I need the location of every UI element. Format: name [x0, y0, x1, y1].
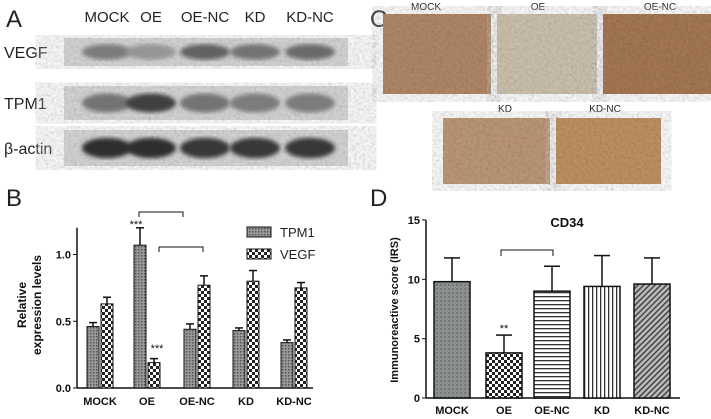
ihc-image — [383, 14, 491, 94]
bar-vegf — [294, 287, 308, 389]
lane-label: KD-NC — [286, 9, 334, 26]
panel-a: A MOCK OE OE-NC KD KD-NC VEGF TPM1 β-actin — [4, 6, 348, 166]
x-tick-label: MOCK — [83, 396, 117, 408]
ihc-image — [556, 118, 661, 184]
y-tick-label: 10 — [408, 274, 420, 286]
y-tick-label: 0.0 — [56, 383, 71, 395]
bar-tpm1 — [183, 328, 197, 389]
panel-label-a: A — [6, 6, 22, 33]
blot-row-label: TPM1 — [4, 96, 47, 113]
blot-row-vegf: VEGF — [4, 38, 348, 66]
bar-tpm1 — [232, 330, 246, 389]
blot-band — [180, 44, 230, 60]
x-tick-label: OE-NC — [534, 405, 570, 417]
panel-label-d: D — [370, 185, 387, 212]
bar-tpm1 — [280, 342, 294, 389]
bar-vegf — [147, 362, 161, 389]
blot-band — [285, 93, 335, 113]
bar-tpm1 — [86, 326, 100, 389]
blot-row-label: VEGF — [4, 45, 48, 62]
chart-d: 0 5 10 15 Immunoreactive score (IRS) CD34 MOCK… — [389, 215, 680, 417]
blot-rows: VEGF TPM1 β-actin — [4, 38, 348, 166]
y-tick-label: 1.0 — [56, 250, 71, 262]
legend-label: VEGF — [280, 247, 315, 262]
y-axis-label-line: expression levels — [30, 255, 44, 355]
lane-label: OE-NC — [181, 9, 230, 26]
blot-row-tpm: TPM1 — [4, 86, 348, 120]
y-tick-label: 0 — [414, 393, 420, 405]
bar-vegf — [100, 303, 114, 389]
legend-label: TPM1 — [280, 225, 315, 240]
blot-band — [285, 44, 335, 60]
x-tick-label: OE — [139, 396, 155, 408]
panel-d: D 0 5 10 15 Immunoreactive score (IRS) CD34 MO… — [370, 185, 680, 417]
blot-row-label: β-actin — [4, 141, 52, 158]
blot-band — [126, 44, 176, 60]
blot-band — [126, 137, 176, 159]
y-tick-label: 15 — [408, 215, 420, 227]
chart-title: CD34 — [550, 215, 584, 230]
x-tick-label: OE-NC — [179, 396, 215, 408]
legend-swatch — [246, 248, 272, 260]
x-tick-label: KD — [594, 405, 610, 417]
y-axis-label-line: Relative — [15, 282, 29, 328]
legend-swatch — [246, 226, 272, 238]
ihc-images: MOCK OE OE-NC KD KD-NC — [383, 2, 711, 184]
ihc-label: MOCK — [411, 2, 441, 13]
x-tick-label: OE — [496, 405, 512, 417]
ihc-label: OE — [531, 2, 546, 13]
blot-band — [82, 93, 132, 113]
bar-oe — [485, 352, 523, 399]
x-tick-label: KD — [238, 396, 254, 408]
ihc-image — [497, 14, 597, 94]
comparison-bracket — [158, 246, 204, 252]
bar-vegf — [197, 284, 211, 389]
lane-label: MOCK — [85, 9, 130, 26]
bar-kd — [583, 285, 621, 399]
ihc-label: KD — [498, 104, 512, 115]
ihc-image — [603, 14, 711, 94]
significance-mark: *** — [130, 219, 144, 231]
y-axis-label: Immunoreactive score (IRS) — [389, 237, 401, 383]
ihc-label: OE-NC — [644, 2, 676, 13]
panel-label-b: B — [6, 185, 22, 212]
chart-b: 0.0 0.5 1.0 Relativeexpression levels MOCK OE… — [15, 211, 315, 408]
bar-mock — [433, 280, 471, 399]
significance-mark: *** — [151, 343, 165, 355]
blot-band — [180, 137, 230, 159]
x-tick-label: MOCK — [435, 405, 469, 417]
blot-band — [230, 93, 280, 113]
blot-band — [82, 137, 132, 159]
y-tick-label: 5 — [414, 334, 420, 346]
bar-tpm1 — [133, 244, 147, 389]
ihc-image — [443, 118, 550, 184]
blot-row-actin: β-actin — [4, 130, 348, 166]
comparison-bracket — [138, 211, 184, 217]
ihc-label: KD-NC — [589, 104, 621, 115]
y-tick-label: 0.5 — [56, 316, 71, 328]
bar-vegf — [246, 280, 260, 389]
lane-headers: MOCK OE OE-NC KD KD-NC — [85, 9, 334, 26]
lane-label: KD — [245, 9, 266, 26]
blot-band — [180, 93, 230, 113]
bar-oe-nc — [533, 290, 571, 399]
blot-band — [230, 44, 280, 60]
blot-band — [82, 44, 132, 60]
x-tick-label: KD-NC — [634, 405, 669, 417]
x-tick-label: KD-NC — [276, 396, 311, 408]
lane-label: OE — [140, 9, 162, 26]
blot-band — [230, 137, 280, 159]
comparison-bracket — [500, 249, 554, 256]
significance-mark: ** — [500, 323, 509, 335]
panel-b: B 0.0 0.5 1.0 Relativeexpression levels MOCK… — [6, 185, 315, 408]
blot-band — [126, 93, 176, 113]
bar-kd-nc — [633, 283, 671, 399]
blot-band — [285, 137, 335, 159]
y-axis-label: Relativeexpression levels — [15, 255, 44, 355]
